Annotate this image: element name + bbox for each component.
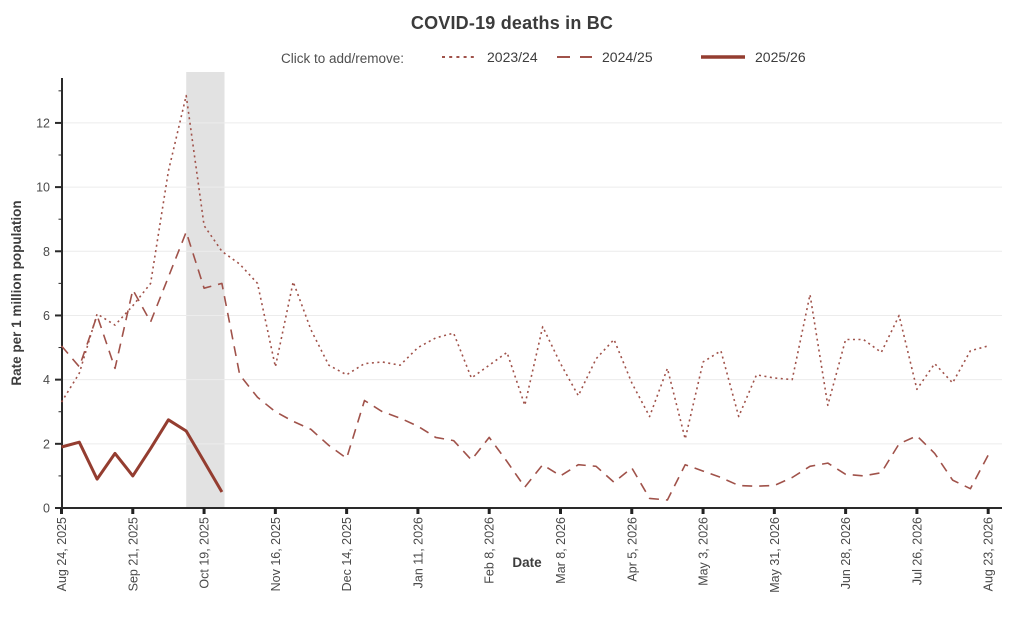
x-tick-label: Aug 23, 2026 — [982, 517, 996, 591]
x-tick-label: Oct 19, 2025 — [198, 517, 212, 589]
legend-item-2025-26[interactable]: 2025/26 — [700, 49, 806, 65]
x-tick-label: May 3, 2026 — [697, 517, 711, 586]
y-axis-title: Rate per 1 million population — [9, 200, 24, 385]
legend-label: 2023/24 — [487, 49, 538, 65]
y-tick-label: 6 — [43, 309, 50, 323]
x-tick-label: Apr 5, 2026 — [625, 517, 639, 582]
legend: Click to add/remove: 2023/24 2024/25 202… — [0, 49, 1024, 69]
y-tick-label: 12 — [36, 116, 50, 130]
y-tick-label: 8 — [43, 245, 50, 259]
legend-swatch-dotted-icon — [442, 56, 477, 58]
y-tick-label: 0 — [43, 502, 50, 516]
y-tick-label: 4 — [43, 373, 50, 387]
x-tick-label: Jul 26, 2026 — [910, 517, 924, 585]
legend-item-2023-24[interactable]: 2023/24 — [441, 49, 538, 65]
chart-title: COVID-19 deaths in BC — [410, 13, 614, 33]
legend-swatch-dashed-icon — [557, 56, 592, 58]
x-tick-label: Mar 8, 2026 — [554, 517, 568, 584]
x-tick-label: Nov 16, 2025 — [269, 517, 283, 591]
y-tick-label: 2 — [43, 437, 50, 451]
y-tick-label: 10 — [36, 181, 50, 195]
legend-label: 2024/25 — [602, 49, 653, 65]
x-tick-label: Feb 8, 2026 — [483, 517, 497, 584]
x-tick-label: Jan 11, 2026 — [411, 517, 425, 588]
x-tick-label: Aug 24, 2025 — [55, 517, 69, 591]
legend-label: 2025/26 — [755, 49, 806, 65]
x-axis-title: Date — [512, 555, 542, 570]
series-line-2025-26 — [61, 418, 224, 493]
x-tick-label: Dec 14, 2025 — [340, 517, 354, 591]
x-tick-label: Jun 28, 2026 — [839, 517, 853, 589]
x-tick-label: Sep 21, 2025 — [126, 517, 140, 591]
x-tick-label: May 31, 2026 — [768, 517, 782, 593]
legend-item-2024-25[interactable]: 2024/25 — [556, 49, 653, 65]
legend-prompt: Click to add/remove: — [281, 51, 405, 66]
legend-swatch-solid-icon — [701, 55, 745, 59]
